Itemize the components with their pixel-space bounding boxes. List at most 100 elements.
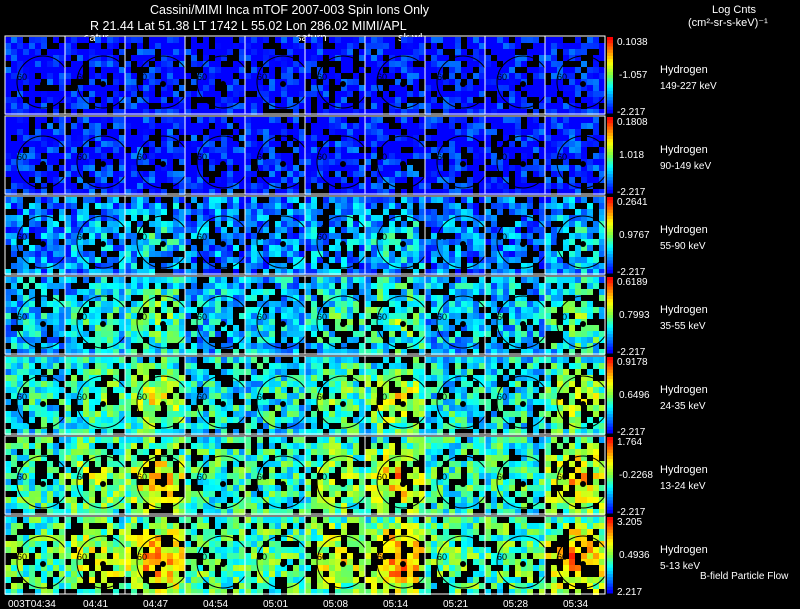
heat-cell	[77, 159, 83, 165]
heat-cell	[245, 313, 251, 319]
colorbar-segment	[607, 330, 613, 335]
heat-cell	[269, 239, 275, 245]
heat-cell	[479, 239, 485, 245]
heat-cell	[491, 301, 497, 307]
heat-cell	[281, 375, 287, 381]
heat-cell	[287, 295, 293, 301]
heat-cell	[71, 343, 77, 349]
heat-cell	[257, 43, 263, 49]
heat-cell	[203, 147, 209, 153]
heat-cell	[17, 319, 23, 325]
heat-cell	[521, 147, 527, 153]
heat-cell	[11, 141, 17, 147]
heat-cell	[65, 313, 71, 319]
heat-cell	[23, 263, 29, 269]
heat-cell	[539, 91, 545, 97]
heat-cell	[347, 123, 353, 129]
heat-cell	[95, 343, 101, 349]
heat-cell	[83, 203, 89, 209]
heat-cell	[191, 245, 197, 251]
heat-cell	[269, 381, 275, 387]
heat-cell	[17, 423, 23, 429]
heat-cell	[101, 49, 107, 55]
heat-cell	[497, 97, 503, 103]
heat-cell	[599, 289, 605, 295]
heat-cell	[17, 135, 23, 141]
heat-cell	[287, 381, 293, 387]
heat-cell	[269, 313, 275, 319]
heat-cell	[299, 251, 305, 257]
colorbar-segment	[607, 81, 613, 85]
heat-cell	[515, 123, 521, 129]
heat-cell	[101, 337, 107, 343]
contour-label: 60	[377, 312, 387, 322]
heat-cell	[113, 177, 119, 183]
heat-cell	[479, 319, 485, 325]
heat-cell	[533, 147, 539, 153]
heat-cell	[125, 307, 131, 313]
heat-cell	[215, 411, 221, 417]
heat-cell	[503, 171, 509, 177]
heat-cell	[275, 239, 281, 245]
heat-cell	[575, 197, 581, 203]
heat-cell	[95, 325, 101, 331]
heat-cell	[203, 269, 209, 275]
heat-cell	[65, 283, 71, 289]
heat-cell	[593, 177, 599, 183]
heat-cell	[245, 55, 251, 61]
heat-cell	[251, 43, 257, 49]
heat-cell	[137, 43, 143, 49]
heat-cell	[281, 411, 287, 417]
heat-cell	[191, 183, 197, 189]
heat-cell	[197, 85, 203, 91]
heat-cell	[593, 189, 599, 195]
heat-cell	[293, 215, 299, 221]
heat-cell	[17, 73, 23, 79]
heat-cell	[551, 49, 557, 55]
heat-cell	[77, 343, 83, 349]
heat-cell	[533, 239, 539, 245]
heat-cell	[179, 85, 185, 91]
colorbar-segment	[607, 75, 613, 79]
heat-cell	[149, 417, 155, 423]
heat-cell	[431, 283, 437, 289]
heat-cell	[551, 319, 557, 325]
heat-cell	[545, 233, 551, 239]
heat-cell	[275, 251, 281, 257]
heat-cell	[281, 135, 287, 141]
heat-cell	[287, 159, 293, 165]
heat-cell	[401, 177, 407, 183]
heat-cell	[11, 109, 17, 115]
heat-cell	[287, 85, 293, 91]
heat-cell	[11, 165, 17, 171]
heat-cell	[113, 301, 119, 307]
heat-cell	[443, 61, 449, 67]
heat-cell	[419, 37, 425, 43]
heat-cell	[251, 129, 257, 135]
heat-cell	[131, 263, 137, 269]
heat-cell	[467, 289, 473, 295]
heat-cell	[389, 251, 395, 257]
heat-cell	[251, 109, 257, 115]
heat-cell	[53, 257, 59, 263]
heat-cell	[143, 91, 149, 97]
heat-cell	[455, 289, 461, 295]
heat-cell	[281, 67, 287, 73]
heat-cell	[65, 165, 71, 171]
heat-cell	[155, 189, 161, 195]
heat-cell	[539, 209, 545, 215]
heat-cell	[221, 233, 227, 239]
heat-cell	[443, 171, 449, 177]
heat-cell	[143, 319, 149, 325]
heat-cell	[293, 91, 299, 97]
heat-cell	[443, 129, 449, 135]
heat-cell	[485, 117, 491, 123]
heat-cell	[449, 117, 455, 123]
heat-cell	[263, 331, 269, 337]
row-energy-label: 35-55 keV	[660, 321, 706, 332]
heat-cell	[191, 343, 197, 349]
heat-cell	[503, 97, 509, 103]
heat-cell	[83, 141, 89, 147]
heat-cell	[83, 147, 89, 153]
heat-cell	[71, 165, 77, 171]
